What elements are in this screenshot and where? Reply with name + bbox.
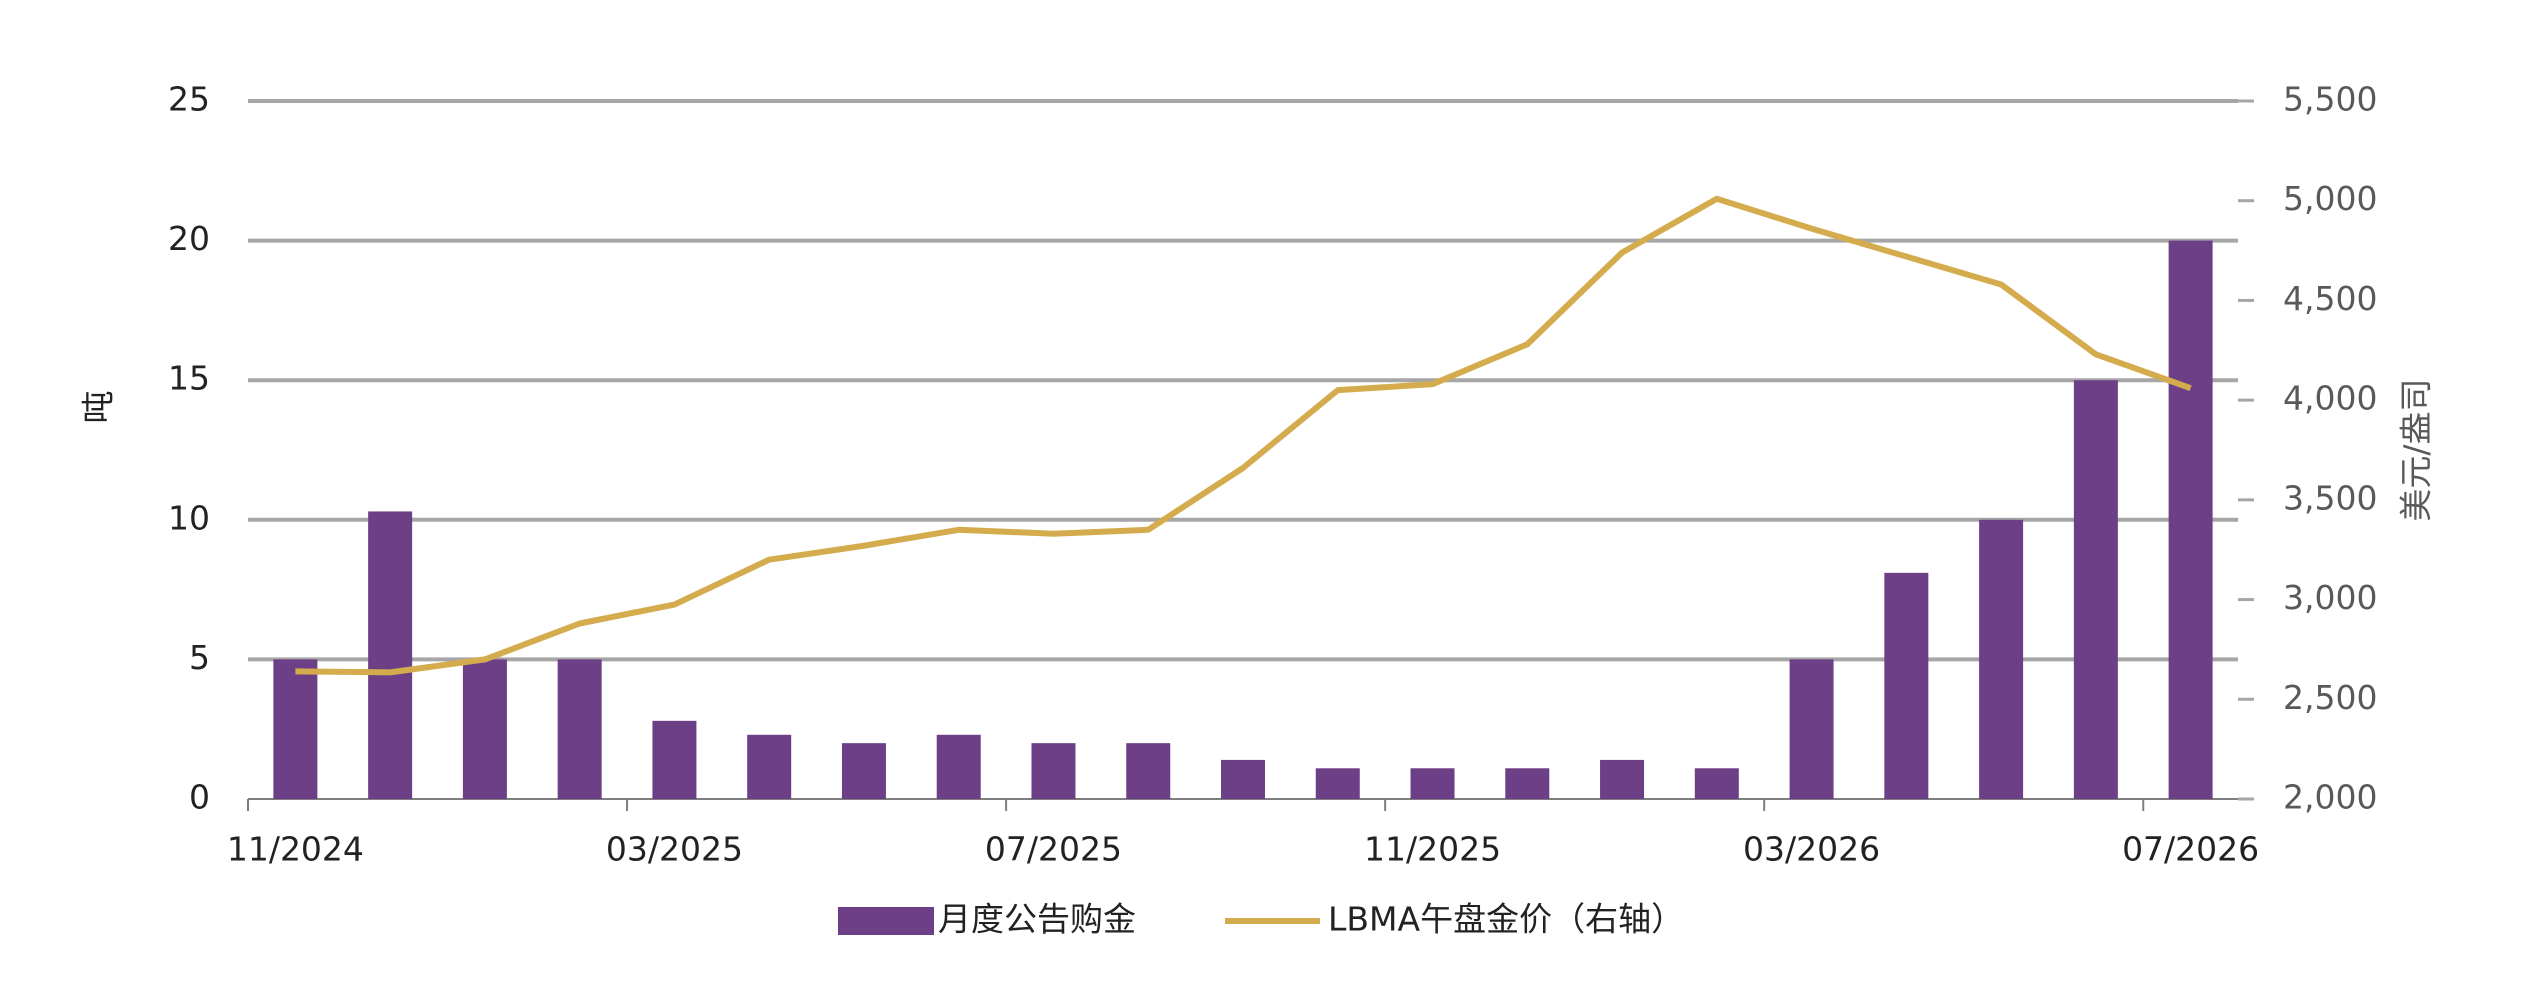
bar	[1694, 768, 1739, 799]
x-tick-label: 07/2025	[985, 830, 1122, 869]
bar	[1600, 759, 1645, 799]
y-tick-label: 0	[189, 778, 210, 817]
y2-tick-label: 5,000	[2283, 179, 2377, 218]
bar	[2168, 240, 2213, 800]
x-tick-label: 11/2025	[1364, 830, 1501, 869]
line	[295, 195, 2192, 676]
bar	[747, 734, 792, 799]
bar	[1031, 743, 1076, 799]
bar	[1505, 768, 1550, 799]
bar	[2073, 380, 2118, 799]
y2-tick-label: 2,500	[2283, 678, 2377, 717]
y2-tick-label: 4,500	[2283, 279, 2377, 318]
bar	[557, 659, 602, 799]
y-tick-label: 20	[168, 219, 210, 258]
y2-tick-label: 5,500	[2283, 80, 2377, 119]
y-tick-label: 25	[168, 80, 210, 119]
bar	[1979, 519, 2024, 799]
y2-tick-label: 2,000	[2283, 778, 2377, 817]
y-tick-label: 15	[168, 359, 210, 398]
bar	[1126, 743, 1171, 799]
bar	[368, 511, 413, 799]
legend-label: 月度公告购金	[938, 900, 1136, 939]
bar	[1410, 768, 1455, 799]
legend-label: LBMA午盘金价（右轴）	[1328, 900, 1684, 939]
bar	[652, 720, 697, 799]
bar	[841, 743, 886, 799]
bar	[273, 659, 318, 799]
bar	[1789, 659, 1834, 799]
bar	[936, 734, 981, 799]
bar	[1884, 572, 1929, 799]
bar	[1315, 768, 1360, 799]
legend-swatch	[838, 907, 934, 935]
y2-tick-label: 4,000	[2283, 379, 2377, 418]
bar	[1221, 759, 1265, 799]
x-tick-label: 07/2026	[2122, 830, 2259, 869]
y-tick-label: 5	[189, 638, 210, 677]
y-axis-label: 吨	[79, 391, 118, 424]
y2-tick-label: 3,500	[2283, 478, 2377, 517]
y2-axis-label: 美元/盎司	[2397, 378, 2436, 521]
x-tick-label: 03/2025	[606, 830, 743, 869]
bar	[462, 659, 507, 799]
x-tick-label: 11/2024	[227, 830, 364, 869]
y2-tick-label: 3,000	[2283, 578, 2377, 617]
y-tick-label: 10	[168, 498, 210, 537]
x-tick-label: 03/2026	[1743, 830, 1880, 869]
